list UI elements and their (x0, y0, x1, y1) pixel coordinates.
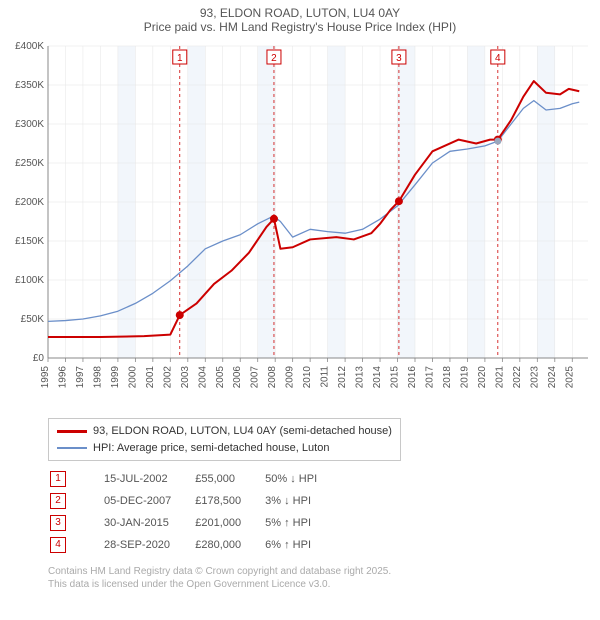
svg-text:2002: 2002 (162, 366, 173, 389)
sale-delta: 50% ↓ HPI (265, 469, 339, 489)
svg-text:2001: 2001 (145, 366, 156, 389)
svg-text:£350K: £350K (15, 80, 44, 91)
svg-text:£100K: £100K (15, 275, 44, 286)
chart-area: £0 £50K £100K £150K £200K £250K £300K £350K £400… (8, 40, 592, 410)
legend-item-price-paid: 93, ELDON ROAD, LUTON, LU4 0AY (semi-det… (57, 423, 392, 440)
sale-price: £201,000 (195, 513, 263, 533)
table-row: 1 15-JUL-2002£55,00050% ↓ HPI (50, 469, 339, 489)
svg-text:2022: 2022 (512, 366, 523, 389)
svg-text:2003: 2003 (180, 366, 191, 389)
sales-table: 1 15-JUL-2002£55,00050% ↓ HPI 2 05-DEC-2007… (48, 467, 341, 557)
svg-text:1995: 1995 (40, 366, 51, 389)
svg-text:2014: 2014 (372, 366, 383, 389)
title-subtitle: Price paid vs. HM Land Registry's House … (8, 20, 592, 34)
footnote-line1: Contains HM Land Registry data © Crown c… (48, 565, 592, 578)
svg-text:£300K: £300K (15, 119, 44, 130)
svg-text:£150K: £150K (15, 236, 44, 247)
svg-text:2015: 2015 (390, 366, 401, 389)
svg-text:2023: 2023 (529, 366, 540, 389)
chart-title-block: 93, ELDON ROAD, LUTON, LU4 0AY Price pai… (8, 6, 592, 34)
sale-price: £55,000 (195, 469, 263, 489)
footnote-line2: This data is licensed under the Open Gov… (48, 578, 592, 591)
table-row: 2 05-DEC-2007£178,5003% ↓ HPI (50, 491, 339, 511)
sale-price: £178,500 (195, 491, 263, 511)
table-row: 4 28-SEP-2020£280,0006% ↑ HPI (50, 535, 339, 555)
license-footnote: Contains HM Land Registry data © Crown c… (48, 565, 592, 591)
sale-date: 05-DEC-2007 (104, 491, 193, 511)
svg-text:2017: 2017 (424, 366, 435, 389)
title-address: 93, ELDON ROAD, LUTON, LU4 0AY (8, 6, 592, 20)
svg-text:1998: 1998 (92, 366, 103, 389)
svg-text:4: 4 (495, 53, 501, 64)
sale-tag: 1 (50, 471, 66, 487)
svg-text:2000: 2000 (127, 366, 138, 389)
svg-text:2016: 2016 (407, 366, 418, 389)
svg-text:£400K: £400K (15, 41, 44, 52)
svg-text:2008: 2008 (267, 366, 278, 389)
svg-text:2: 2 (271, 53, 277, 64)
svg-text:2020: 2020 (477, 366, 488, 389)
svg-text:2010: 2010 (302, 366, 313, 389)
sale-delta: 5% ↑ HPI (265, 513, 339, 533)
sale-tag: 3 (50, 515, 66, 531)
svg-text:2011: 2011 (320, 366, 331, 388)
svg-text:2009: 2009 (285, 366, 296, 389)
svg-text:1997: 1997 (75, 366, 86, 389)
table-row: 3 30-JAN-2015£201,0005% ↑ HPI (50, 513, 339, 533)
svg-text:2005: 2005 (215, 366, 226, 389)
sale-price: £280,000 (195, 535, 263, 555)
svg-text:£250K: £250K (15, 158, 44, 169)
svg-text:2004: 2004 (197, 366, 208, 389)
sale-date: 30-JAN-2015 (104, 513, 193, 533)
legend-label-hpi: HPI: Average price, semi-detached house,… (93, 440, 329, 457)
svg-text:2021: 2021 (494, 366, 505, 389)
svg-text:2012: 2012 (337, 366, 348, 389)
legend-item-hpi: HPI: Average price, semi-detached house,… (57, 440, 392, 457)
chart-legend: 93, ELDON ROAD, LUTON, LU4 0AY (semi-det… (48, 418, 401, 461)
svg-text:1: 1 (177, 53, 183, 64)
svg-text:1999: 1999 (110, 366, 121, 389)
svg-text:£200K: £200K (15, 197, 44, 208)
sale-tag: 4 (50, 537, 66, 553)
svg-text:2019: 2019 (459, 366, 470, 389)
chart-svg: £0 £50K £100K £150K £200K £250K £300K £350K £400… (8, 40, 592, 410)
sale-date: 15-JUL-2002 (104, 469, 193, 489)
svg-text:£0: £0 (33, 353, 45, 364)
sale-date: 28-SEP-2020 (104, 535, 193, 555)
legend-swatch-price-paid (57, 430, 87, 433)
svg-text:2025: 2025 (564, 366, 575, 389)
svg-text:2007: 2007 (250, 366, 261, 389)
svg-text:3: 3 (396, 53, 402, 64)
svg-text:2024: 2024 (547, 366, 558, 389)
svg-text:1996: 1996 (57, 366, 68, 389)
legend-label-price-paid: 93, ELDON ROAD, LUTON, LU4 0AY (semi-det… (93, 423, 392, 440)
sale-tag: 2 (50, 493, 66, 509)
svg-text:2013: 2013 (355, 366, 366, 389)
legend-swatch-hpi (57, 447, 87, 449)
svg-text:£50K: £50K (21, 314, 45, 325)
sale-delta: 3% ↓ HPI (265, 491, 339, 511)
svg-text:2018: 2018 (442, 366, 453, 389)
svg-text:2006: 2006 (232, 366, 243, 389)
sale-delta: 6% ↑ HPI (265, 535, 339, 555)
